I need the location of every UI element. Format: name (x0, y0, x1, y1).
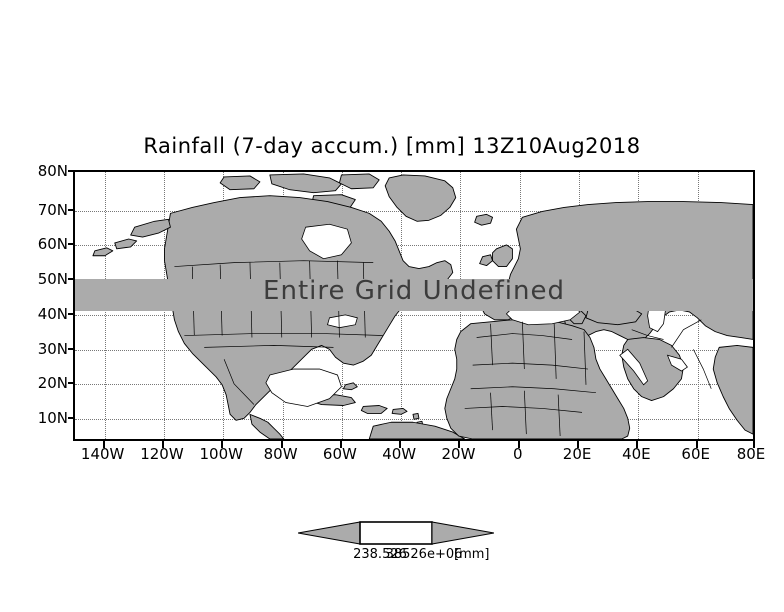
gridline-lat-30n (75, 349, 753, 352)
x-tick-label-40e: 40E (622, 445, 651, 463)
x-tick-mark-140w (102, 441, 105, 448)
y-tick-label-50n: 50N (37, 270, 68, 289)
y-tick-mark-80n (68, 170, 75, 172)
x-tick-label-40w: 40W (382, 445, 417, 463)
y-tick-label-10n: 10N (37, 409, 68, 428)
page-title: Rainfall (7-day accum.) [mm] 13Z10Aug201… (143, 134, 641, 158)
map-plot-panel[interactable]: Entire Grid Undefined (73, 170, 755, 441)
y-tick-mark-70n (68, 208, 75, 211)
y-tick-label-30n: 30N (37, 339, 68, 358)
colorbar-swatches[interactable] (297, 518, 495, 548)
y-tick-mark-10n (68, 417, 75, 420)
y-tick-mark-40n (68, 312, 75, 315)
y-tick-label-80n: 80N (37, 162, 68, 180)
x-tick-mark-80w (280, 441, 283, 448)
y-tick-label-40n: 40N (37, 304, 68, 323)
colorbar-label-left: 238.526 (353, 547, 407, 562)
y-tick-mark-50n (68, 278, 75, 281)
x-tick-label-80e: 80E (736, 445, 766, 463)
gridline-lat-40n (75, 314, 753, 317)
y-tick-label-70n: 70N (37, 200, 68, 219)
x-tick-mark-0 (517, 441, 520, 448)
x-tick-mark-20w (458, 441, 461, 448)
gridline-lat-20n (75, 384, 753, 386)
x-axis-labels: 140W 120W 100W 80W 60W 40W 20W 0 20E 40E… (73, 445, 765, 469)
x-tick-label-100w: 100W (199, 445, 243, 463)
y-axis-labels: 80N 70N 60N 50N 40N 30N 20N 10N (22, 162, 68, 441)
x-tick-mark-20e (577, 441, 580, 448)
y-tick-label-20n: 20N (37, 374, 68, 393)
x-tick-label-0: 0 (512, 445, 523, 463)
x-tick-label-60w: 60W (322, 445, 357, 463)
colorbar-labels: 238.526 38526e+06 [mm] (278, 547, 514, 565)
colorbar[interactable]: 238.526 38526e+06 [mm] (297, 518, 495, 564)
x-tick-label-120w: 120W (140, 445, 184, 463)
x-tick-mark-100w (221, 441, 224, 448)
x-tick-mark-40e (636, 441, 639, 448)
y-tick-mark-30n (68, 347, 75, 350)
x-tick-label-20e: 20E (562, 445, 592, 463)
x-tick-mark-80e (753, 441, 755, 448)
undefined-grid-band (75, 279, 753, 311)
gridline-lat-60n (75, 245, 753, 247)
x-tick-label-140w: 140W (80, 445, 125, 463)
x-tick-mark-40w (399, 441, 402, 448)
x-tick-label-20w: 20W (441, 445, 476, 463)
x-tick-mark-60e (695, 441, 698, 448)
colorbar-unit-label: [mm] (454, 547, 490, 562)
x-tick-mark-120w (161, 441, 164, 448)
x-tick-label-80w: 80W (263, 445, 298, 463)
x-axis-tick-marks (73, 441, 755, 451)
x-tick-label-60e: 60E (681, 445, 710, 463)
y-axis-tick-marks (0, 170, 80, 441)
y-tick-mark-60n (68, 243, 75, 246)
y-tick-label-60n: 60N (37, 235, 68, 254)
colorbar-label-right: 38526e+06 (385, 547, 463, 562)
x-tick-mark-60w (339, 441, 342, 448)
y-tick-mark-20n (68, 382, 75, 385)
